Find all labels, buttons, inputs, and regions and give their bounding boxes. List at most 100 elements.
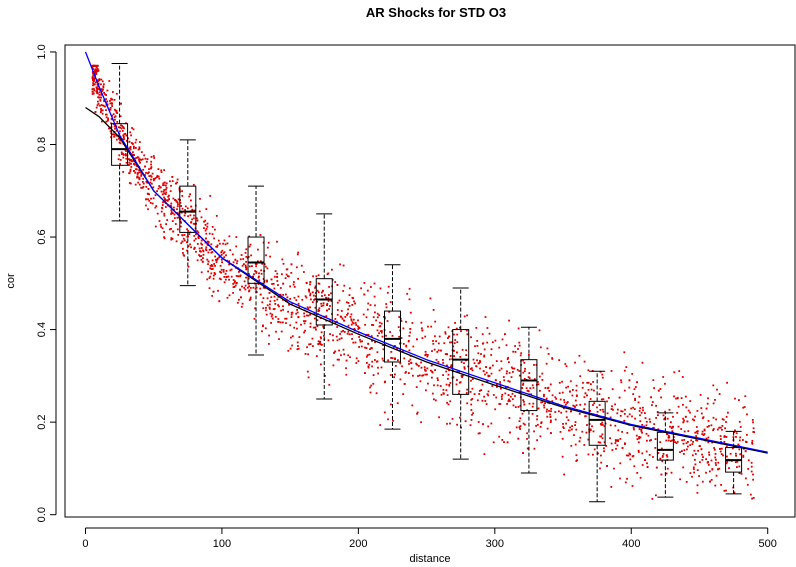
scatter-point [721,425,724,427]
scatter-point [232,286,235,288]
scatter-point [375,360,378,363]
scatter-point [665,472,668,475]
scatter-point [400,337,403,339]
scatter-point [352,318,355,321]
scatter-point [119,163,121,165]
scatter-point [349,356,351,359]
scatter-point [590,383,592,386]
scatter-point [466,388,469,391]
scatter-point [718,467,721,470]
scatter-point [656,411,659,413]
scatter-point [646,462,648,465]
scatter-point [601,376,604,379]
scatter-point [245,276,247,279]
scatter-point [689,472,692,474]
scatter-point [320,337,322,340]
scatter-point [574,399,577,402]
scatter-point [611,388,614,391]
scatter-point [225,276,228,278]
scatter-point [157,175,160,178]
fit-curves [84,51,768,454]
scatter-point [223,239,226,242]
scatter-point [558,410,560,413]
scatter-point [644,417,647,419]
scatter-point [343,353,346,356]
scatter-point [454,339,457,341]
scatter-point [516,368,519,371]
scatter-point [638,436,641,438]
scatter-point [725,421,727,423]
scatter-point [660,473,663,476]
scatter-point [203,220,205,223]
scatter-point [341,317,344,320]
scatter-point [320,331,323,334]
scatter-point [375,319,377,322]
scatter-point [111,98,114,101]
scatter-point [177,234,180,236]
scatter-point [251,265,253,267]
scatter-point [633,465,636,468]
scatter-point [467,365,470,368]
scatter-point [662,414,665,417]
scatter-point [582,381,584,384]
scatter-point [196,230,199,233]
scatter-point [702,434,705,436]
scatter-point [142,185,145,188]
scatter-point [97,79,100,81]
scatter-point [523,400,525,403]
scatter-point [309,294,311,297]
scatter-point [343,331,346,333]
scatter-point [177,198,180,201]
scatter-point [274,303,277,305]
scatter-point [717,461,720,464]
scatter-point [614,424,617,427]
scatter-point [134,171,137,174]
scatter-point [210,264,213,266]
scatter-point [632,393,635,395]
scatter-point [637,401,640,404]
scatter-point [320,305,323,307]
scatter-point [723,440,726,443]
scatter-point [367,366,370,369]
scatter-point [510,366,513,369]
scatter-point [107,118,109,121]
scatter-point [495,396,498,399]
scatter-point [344,316,347,318]
scatter-point [293,286,296,288]
scatter-point [229,249,232,251]
scatter-point [214,265,216,267]
scatter-point [683,439,686,441]
scatter-point [175,240,178,243]
scatter-point [619,462,622,465]
scatter-point [318,307,321,310]
scatter-point [507,394,510,396]
scatter-point [284,317,287,320]
scatter-point [386,320,389,322]
scatter-point [200,239,203,242]
scatter-point [211,295,214,297]
scatter-point [694,415,696,418]
scatter-point [680,428,683,430]
scatter-point [231,253,234,256]
scatter-point [383,411,386,414]
scatter-point [587,438,590,441]
scatter-point [408,335,411,337]
scatter-point [171,180,174,182]
scatter-point [696,410,699,412]
scatter-point [491,385,494,387]
scatter-point [600,454,602,457]
scatter-point [296,311,299,314]
scatter-point [350,323,353,326]
scatter-point [304,353,307,355]
x-tick-label: 100 [213,538,231,550]
scatter-point [476,345,479,347]
scatter-point [156,176,158,178]
scatter-point [285,322,287,324]
scatter-point [445,383,448,386]
scatter-point [339,333,341,335]
scatter-point [163,214,166,217]
scatter-point [670,427,673,429]
scatter-point [232,292,234,294]
scatter-point [176,181,179,184]
scatter-point [101,80,104,83]
